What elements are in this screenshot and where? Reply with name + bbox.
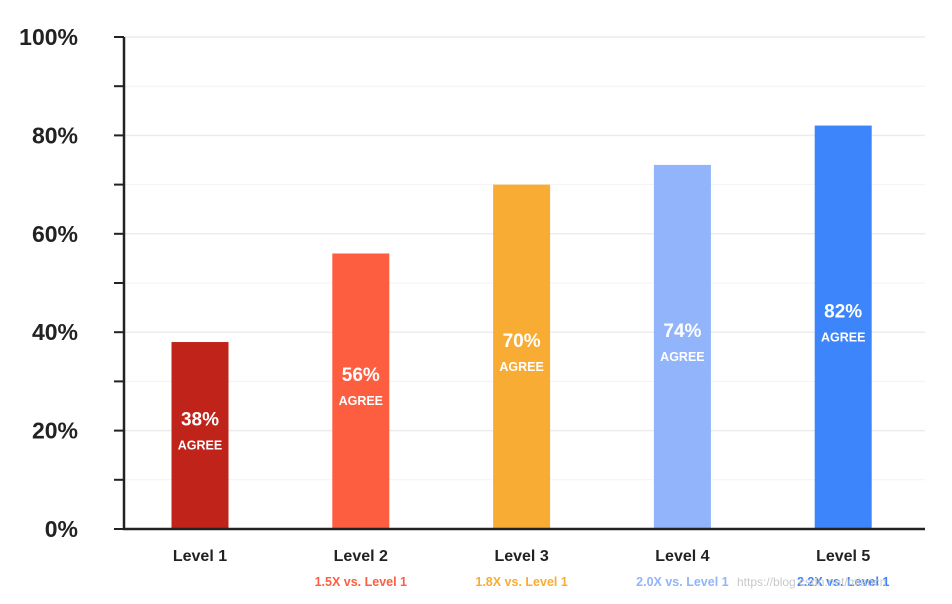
bar [332,253,390,530]
category-subtitle: 1.5X vs. Level 1 [315,575,407,589]
bar-agree-label: AGREE [660,350,704,364]
bar [814,125,872,529]
y-tick-label: 20% [32,418,78,444]
bar [493,184,551,529]
category-label: Level 2 [334,548,388,565]
watermark: https://blog.csdn.net/miaocn [737,575,886,589]
category-label: Level 1 [173,548,227,565]
category-label: Level 5 [816,548,870,565]
y-tick-label: 100% [19,24,78,50]
bars: 38% AGREE 56% AGREE 70% AGREE 74% AGREE 82% AGREE [171,125,872,530]
bar-agree-label: AGREE [499,360,543,374]
y-tick-label: 0% [45,516,78,542]
axes [114,36,925,531]
bar-agree-label: AGREE [178,439,222,453]
bar-value-label: 74% [663,321,701,342]
bar-value-label: 38% [181,410,219,431]
bar-value-label: 70% [503,331,541,352]
category-label: Level 3 [494,548,548,565]
bar-value-label: 56% [342,365,380,386]
category-labels: Level 1 Level 2 1.5X vs. Level 1 Level 3 1.8… [173,548,890,589]
bar-agree-label: AGREE [339,394,383,408]
bar-value-label: 82% [824,301,862,322]
y-tick-label: 60% [32,221,78,247]
y-tick-labels: 0% 20% 40% 60% 80% 100% [19,24,78,542]
category-subtitle: 2.0X vs. Level 1 [636,575,728,589]
category-subtitle: 1.8X vs. Level 1 [475,575,567,589]
category-label: Level 4 [655,548,709,565]
bar [653,164,711,530]
y-tick-label: 80% [32,122,78,148]
category-subtitle: 2.2X vs. Level 1 [797,575,889,589]
y-tick-label: 40% [32,319,78,345]
bar [171,342,229,529]
bar-agree-label: AGREE [821,330,865,344]
